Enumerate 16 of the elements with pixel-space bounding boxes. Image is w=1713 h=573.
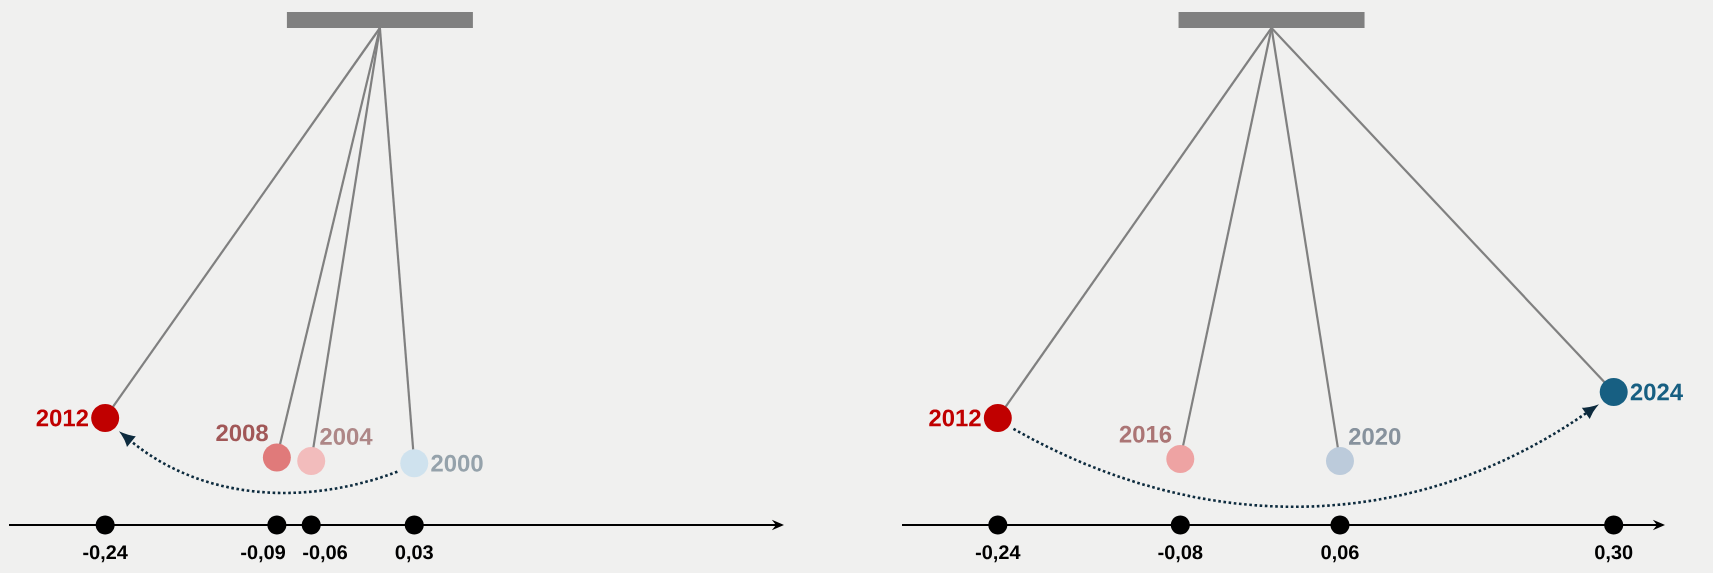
category-label: 2008 xyxy=(216,424,268,442)
category-label: 2024 xyxy=(1630,383,1683,401)
category-label: 2004 xyxy=(320,428,373,445)
category-label: 2012 xyxy=(929,409,981,427)
data-label: -0,24 xyxy=(83,545,128,563)
data-label: -0,09 xyxy=(241,545,286,563)
data-label: -0,08 xyxy=(1158,545,1203,563)
category-label: 2020 xyxy=(1349,428,1401,445)
category-label: 2000 xyxy=(431,454,483,472)
data-label: 0,06 xyxy=(1321,545,1359,563)
category-label: 2016 xyxy=(1119,425,1172,443)
data-label: -0,24 xyxy=(975,545,1021,563)
data-label: 0,30 xyxy=(1595,545,1633,563)
data-label: 0,03 xyxy=(395,545,433,563)
category-label: 2012 xyxy=(36,409,88,427)
data-label: -0,06 xyxy=(303,545,348,563)
